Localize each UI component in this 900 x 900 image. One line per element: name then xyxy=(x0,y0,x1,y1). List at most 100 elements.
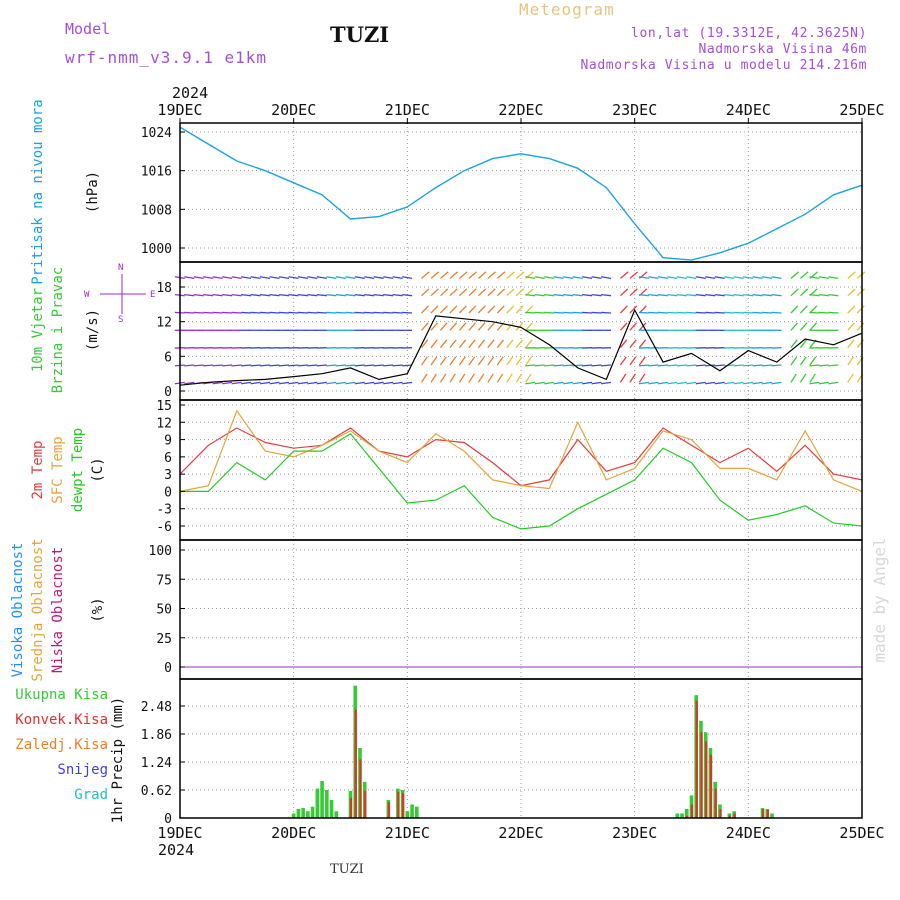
x-tick-label-bottom: 25DEC xyxy=(839,824,884,842)
wind-barb xyxy=(364,381,375,385)
wind-barb xyxy=(629,356,637,366)
wind-barb xyxy=(477,356,485,366)
wind-barb xyxy=(828,276,839,279)
wind-barb xyxy=(458,288,468,297)
wind-barb xyxy=(714,293,725,297)
wind-barb xyxy=(847,271,856,279)
compass-n: N xyxy=(118,263,123,273)
wind-barb xyxy=(487,288,496,297)
wind-barb xyxy=(468,373,475,383)
wind-barb xyxy=(326,311,337,314)
wind-barb xyxy=(563,293,574,297)
wind-barb xyxy=(790,339,798,349)
wind-barb xyxy=(269,311,280,314)
wind-barb xyxy=(297,381,308,385)
wind-barb xyxy=(278,276,290,279)
wind-barb xyxy=(620,288,629,297)
wind-barb xyxy=(553,293,564,297)
wind-barb xyxy=(619,322,628,331)
wind-barb xyxy=(203,293,214,297)
precip-conv-bar xyxy=(359,759,362,818)
wind-barb xyxy=(591,293,602,297)
wind-barb xyxy=(809,356,817,366)
precip-total-bar xyxy=(675,813,680,818)
wind-barb xyxy=(534,364,545,367)
wind-barb xyxy=(657,311,668,314)
wind-barb xyxy=(440,288,449,297)
wind-barb xyxy=(222,293,233,297)
wind-barb xyxy=(771,364,782,367)
wind-barb xyxy=(259,364,271,367)
wind-barb xyxy=(629,322,638,331)
y-tick-label: 1.24 xyxy=(141,756,172,771)
wind-barb xyxy=(856,288,866,297)
wind-barb xyxy=(373,276,384,279)
wind-barb xyxy=(648,293,659,297)
wind-barb xyxy=(714,381,725,385)
wind-barb xyxy=(260,276,271,279)
precip-total-bar xyxy=(329,799,334,818)
wind-barb xyxy=(402,276,413,279)
wind-barb xyxy=(383,311,394,314)
wind-unit: (m/s) xyxy=(85,309,101,351)
wind-barb xyxy=(686,276,697,279)
wind-barb xyxy=(449,373,456,383)
wind-barb xyxy=(402,381,413,385)
wind-barb xyxy=(724,364,735,367)
panel-background xyxy=(180,679,862,818)
wind-barb xyxy=(600,381,612,385)
wind-barb xyxy=(809,381,820,385)
wind-barb xyxy=(231,381,242,385)
wind-barb xyxy=(203,311,214,314)
wind-barb xyxy=(553,364,564,367)
y-tick-label: 12 xyxy=(156,416,172,431)
wind-barb xyxy=(231,311,242,314)
wind-barb xyxy=(259,311,271,314)
wind-barb xyxy=(856,305,865,314)
wind-barb xyxy=(648,364,659,367)
wind-barb xyxy=(184,364,195,367)
wind-barb xyxy=(269,293,280,297)
wind-barb xyxy=(856,322,865,331)
legend-conv: Konvek.Kisa xyxy=(15,712,108,728)
wind-barb xyxy=(743,293,754,297)
wind-barb xyxy=(743,311,754,314)
wind-barb xyxy=(544,276,555,279)
wind-barb xyxy=(705,311,716,314)
wind-barb xyxy=(184,293,195,297)
y-tick-label: 100 xyxy=(149,544,172,559)
wind-barb xyxy=(743,381,754,385)
wind-barb xyxy=(193,276,204,279)
wind-barb xyxy=(459,271,468,279)
y-tick-label: -6 xyxy=(156,520,172,535)
wind-barb xyxy=(421,322,429,331)
wind-barb xyxy=(648,311,659,314)
wind-barb xyxy=(231,293,242,297)
precip-conv-bar xyxy=(700,732,703,818)
wind-barb xyxy=(222,276,233,279)
precip-conv-bar xyxy=(705,741,708,818)
wind-barb xyxy=(828,381,839,385)
wind-barb xyxy=(212,293,223,297)
wind-barb xyxy=(364,311,375,314)
wind-barb xyxy=(686,293,697,297)
wind-barb xyxy=(657,293,668,297)
wind-barb xyxy=(790,271,800,279)
wind-barb xyxy=(676,381,687,385)
wind-barb xyxy=(799,356,807,366)
wind-barb xyxy=(601,276,612,279)
sfc-temp-line xyxy=(179,409,863,492)
wind-barb xyxy=(515,288,525,297)
wind-barb xyxy=(354,381,365,385)
wind-barb xyxy=(364,293,375,297)
wind-barb xyxy=(335,293,346,297)
wind-barb xyxy=(250,293,261,297)
wind-barb xyxy=(458,356,466,366)
year-label-bottom: 2024 xyxy=(158,841,194,859)
wind-barb xyxy=(307,364,318,367)
wind-barb xyxy=(695,364,706,367)
wind-barb xyxy=(563,364,574,367)
x-tick-label-top: 20DEC xyxy=(271,101,316,119)
precip-conv-bar xyxy=(397,791,400,818)
wind-barb xyxy=(392,381,403,385)
